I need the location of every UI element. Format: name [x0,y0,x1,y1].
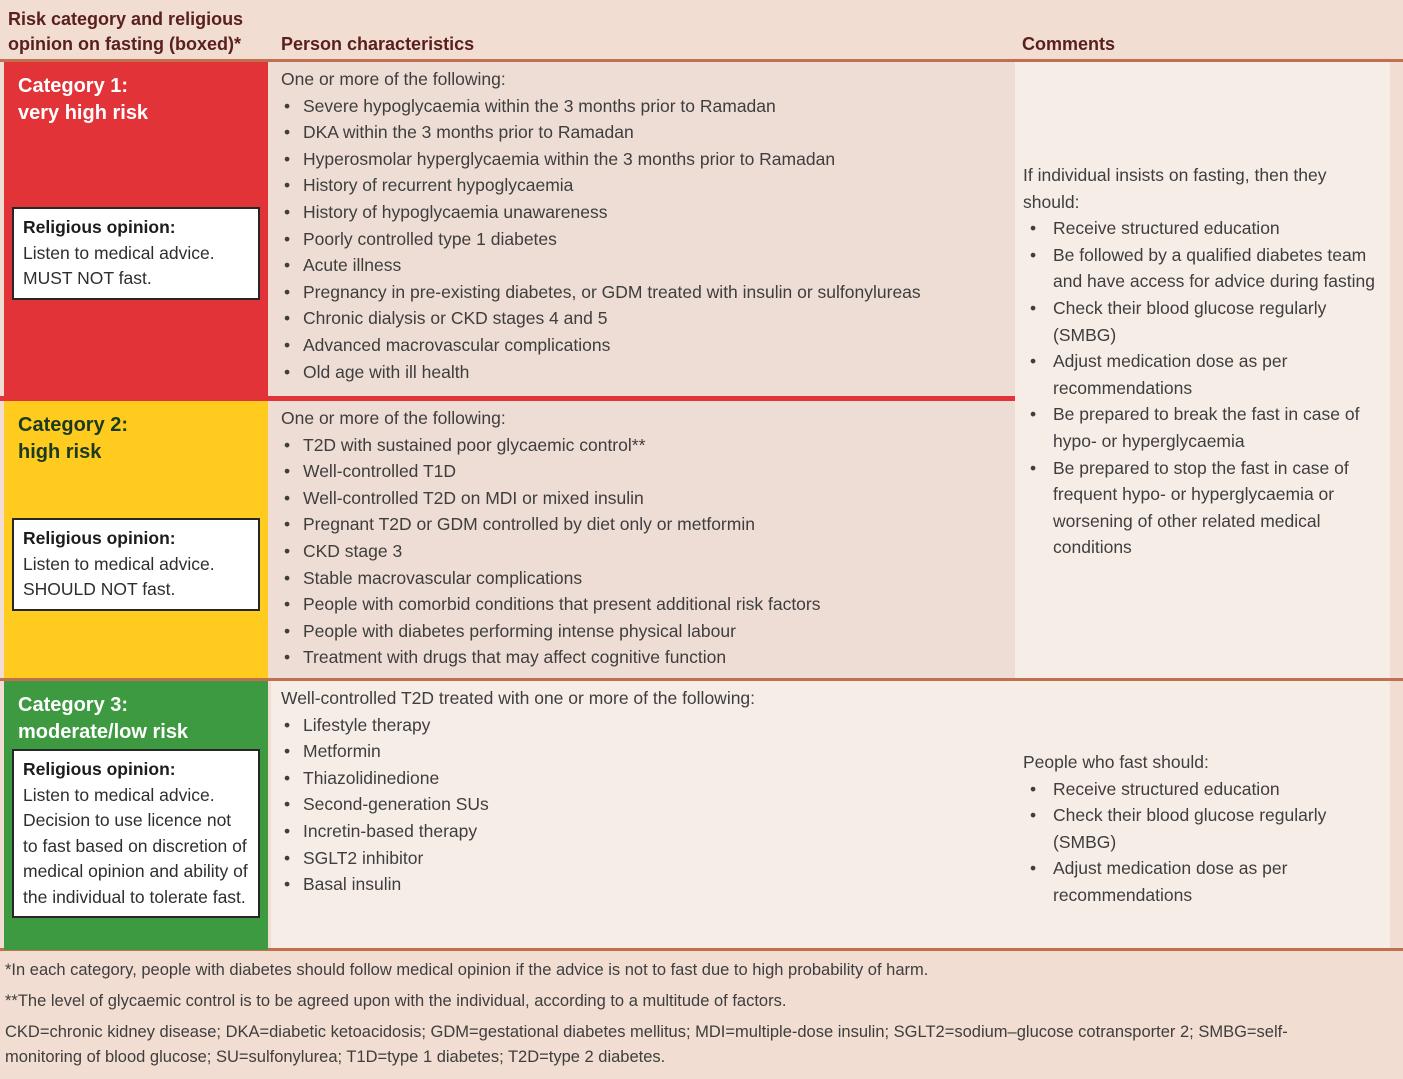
bullet-item: Incretin-based therapy [281,818,1005,845]
category-1-block: Category 1: very high risk Religious opi… [4,62,268,396]
bullet-item: Metformin [281,738,1005,765]
comments-intro-3: People who fast should: [1023,752,1209,772]
religious-opinion-label-2: Religious opinion: [23,528,176,548]
bullet-item: Pregnant T2D or GDM controlled by diet o… [281,511,1005,538]
religious-opinion-text-2: Listen to medical advice. SHOULD NOT fas… [23,553,215,600]
category-3-title-line1: Category 3: [18,694,129,716]
category-3-title: Category 3: moderate/low risk [18,692,188,746]
bullet-item: Acute illness [281,252,1005,279]
category-2-title-line1: Category 2: [18,414,129,436]
bullet-item: People with diabetes performing intense … [281,618,1005,645]
header-person-characteristics: Person characteristics [281,34,475,54]
header-divider [0,59,1403,62]
characteristics-cell-category-2: One or more of the following: T2D with s… [271,401,1015,678]
characteristics-intro-1: One or more of the following: [281,69,506,89]
bullet-item: Chronic dialysis or CKD stages 4 and 5 [281,305,1005,332]
comments-cell-category-3: People who fast should: Receive structur… [1015,681,1390,948]
religious-opinion-label-3: Religious opinion: [23,759,176,779]
bullet-item: Be followed by a qualified diabetes team… [1023,242,1376,295]
bullet-item: Second-generation SUs [281,791,1005,818]
bullet-item: Adjust medication dose as per recommenda… [1023,348,1376,401]
bullet-item: Receive structured education [1023,776,1376,803]
header-risk-category: Risk category and religious opinion on f… [8,9,244,54]
category-1-title-line2: very high risk [18,102,149,124]
bullet-item: Be prepared to break the fast in case of… [1023,401,1376,454]
religious-opinion-box-2: Religious opinion: Listen to medical adv… [12,518,260,611]
bullet-item: People with comorbid conditions that pre… [281,591,1005,618]
religious-opinion-box-1: Religious opinion: Listen to medical adv… [12,207,260,300]
category-2-title: Category 2: high risk [18,412,128,466]
bullet-item: Lifestyle therapy [281,712,1005,739]
footnote-2: **The level of glycaemic control is to b… [5,992,787,1010]
bullet-item: Basal insulin [281,871,1005,898]
characteristics-list-1: Severe hypoglycaemia within the 3 months… [281,93,1005,386]
bullet-item: CKD stage 3 [281,538,1005,565]
characteristics-intro-3: Well-controlled T2D treated with one or … [281,688,756,708]
bullet-item: Well-controlled T2D on MDI or mixed insu… [281,485,1005,512]
bullet-item: History of hypoglycaemia unawareness [281,199,1005,226]
bullet-item: Severe hypoglycaemia within the 3 months… [281,93,1005,120]
religious-opinion-label-1: Religious opinion: [23,217,176,237]
category-1-title: Category 1: very high risk [18,73,148,127]
bullet-item: SGLT2 inhibitor [281,845,1005,872]
bullet-item: Poorly controlled type 1 diabetes [281,226,1005,253]
bullet-item: Thiazolidinedione [281,765,1005,792]
category-3-title-line2: moderate/low risk [18,721,189,743]
bullet-item: Be prepared to stop the fast in case of … [1023,455,1376,561]
religious-opinion-box-3: Religious opinion: Listen to medical adv… [12,749,260,918]
bullet-item: History of recurrent hypoglycaemia [281,172,1005,199]
header-comments: Comments [1022,34,1116,54]
bullet-item: Treatment with drugs that may affect cog… [281,644,1005,671]
category-2-title-line2: high risk [18,441,102,463]
divider-row3-footnotes [0,948,1403,951]
bullet-item: Check their blood glucose regularly (SMB… [1023,295,1376,348]
characteristics-cell-category-3: Well-controlled T2D treated with one or … [271,681,1015,948]
category-1-title-line1: Category 1: [18,75,129,97]
bullet-item: Well-controlled T1D [281,458,1005,485]
comments-list-3: Receive structured educationCheck their … [1023,776,1376,909]
bullet-item: Receive structured education [1023,215,1376,242]
bullet-item: Stable macrovascular complications [281,565,1005,592]
characteristics-list-3: Lifestyle therapyMetforminThiazolidinedi… [281,712,1005,898]
comments-cell-categories-1-2: If individual insists on fasting, then t… [1015,62,1390,678]
divider-row2-row3 [0,678,1403,681]
bullet-item: Check their blood glucose regularly (SMB… [1023,802,1376,855]
comments-list-1-2: Receive structured educationBe followed … [1023,215,1376,561]
bullet-item: Hyperosmolar hyperglycaemia within the 3… [281,146,1005,173]
footnotes: *In each category, people with diabetes … [5,958,1365,1076]
bullet-item: DKA within the 3 months prior to Ramadan [281,119,1005,146]
bullet-item: Advanced macrovascular complications [281,332,1005,359]
bullet-item: Adjust medication dose as per recommenda… [1023,855,1376,908]
category-2-block: Category 2: high risk Religious opinion:… [4,401,268,678]
characteristics-intro-2: One or more of the following: [281,408,506,428]
bullet-item: Pregnancy in pre-existing diabetes, or G… [281,279,1005,306]
footnote-abbreviations: CKD=chronic kidney disease; DKA=diabetic… [5,1023,1288,1066]
category-3-block: Category 3: moderate/low risk Religious … [4,681,268,950]
religious-opinion-text-3: Listen to medical advice. Decision to us… [23,784,248,907]
divider-row1-row2 [0,396,1015,401]
bullet-item: T2D with sustained poor glycaemic contro… [281,432,1005,459]
religious-opinion-text-1: Listen to medical advice. MUST NOT fast. [23,242,215,289]
characteristics-cell-category-1: One or more of the following: Severe hyp… [271,62,1015,396]
footnote-1: *In each category, people with diabetes … [5,961,929,979]
bullet-item: Old age with ill health [281,359,1005,386]
comments-intro-1-2: If individual insists on fasting, then t… [1023,165,1327,212]
characteristics-list-2: T2D with sustained poor glycaemic contro… [281,432,1005,671]
